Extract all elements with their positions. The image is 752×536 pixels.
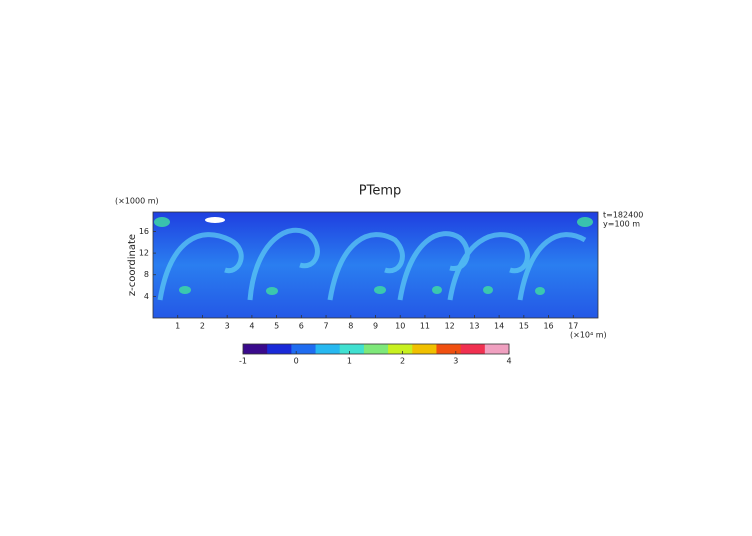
x-tick-label: 15 [519, 322, 529, 331]
x-tick-label: 14 [494, 322, 504, 331]
field [153, 212, 598, 318]
colorbar-tick-label: 1 [347, 357, 352, 366]
y-tick-label: 12 [139, 249, 149, 258]
colorbar-swatch [315, 344, 341, 354]
colorbar-swatch [243, 344, 268, 354]
y-unit: (×1000 m) [115, 197, 159, 206]
x-tick-label: 10 [395, 322, 405, 331]
x-tick-label: 3 [225, 322, 230, 331]
x-tick-label: 12 [445, 322, 455, 331]
x-tick-label: 7 [324, 322, 329, 331]
colorbar-tick-label: 0 [294, 357, 299, 366]
colorbar-tick-label: 2 [400, 357, 405, 366]
x-tick-label: 16 [543, 322, 553, 331]
x-tick-label: 8 [348, 322, 353, 331]
chart-title: PTemp [359, 184, 402, 199]
annotation: y=100 m [603, 220, 640, 229]
colorbar-tick-label: 4 [506, 357, 511, 366]
x-tick-label: 6 [299, 322, 304, 331]
colorbar-swatch [363, 344, 389, 354]
x-tick-label: 2 [200, 322, 205, 331]
colorbar-tick-label: -1 [239, 357, 247, 366]
colorbar-frame [242, 343, 510, 355]
colorbar-swatch [267, 344, 292, 354]
colorbar-tick-label: 3 [453, 357, 458, 366]
colorbar-swatch [484, 344, 510, 354]
x-tick-label: 9 [373, 322, 378, 331]
x-tick-label: 5 [274, 322, 279, 331]
x-tick-label: 4 [249, 322, 254, 331]
colorbar-swatch [339, 344, 365, 354]
colorbar-swatch [291, 344, 317, 354]
y-tick-label: 16 [139, 227, 149, 236]
y-axis-label: z-coordinate [127, 234, 138, 296]
x-tick-label: 17 [568, 322, 578, 331]
annotation: t=182400 [603, 211, 643, 220]
colorbar-swatch [412, 344, 437, 354]
x-tick-label: 13 [469, 322, 479, 331]
colorbar-swatch [388, 344, 413, 354]
x-tick-label: 11 [420, 322, 430, 331]
y-tick-label: 8 [144, 270, 149, 279]
colorbar-swatch [460, 344, 486, 354]
x-unit: (×10⁴ m) [570, 331, 607, 340]
colorbar-swatch [436, 344, 462, 354]
y-tick-label: 4 [144, 292, 149, 301]
x-tick-label: 1 [175, 322, 180, 331]
